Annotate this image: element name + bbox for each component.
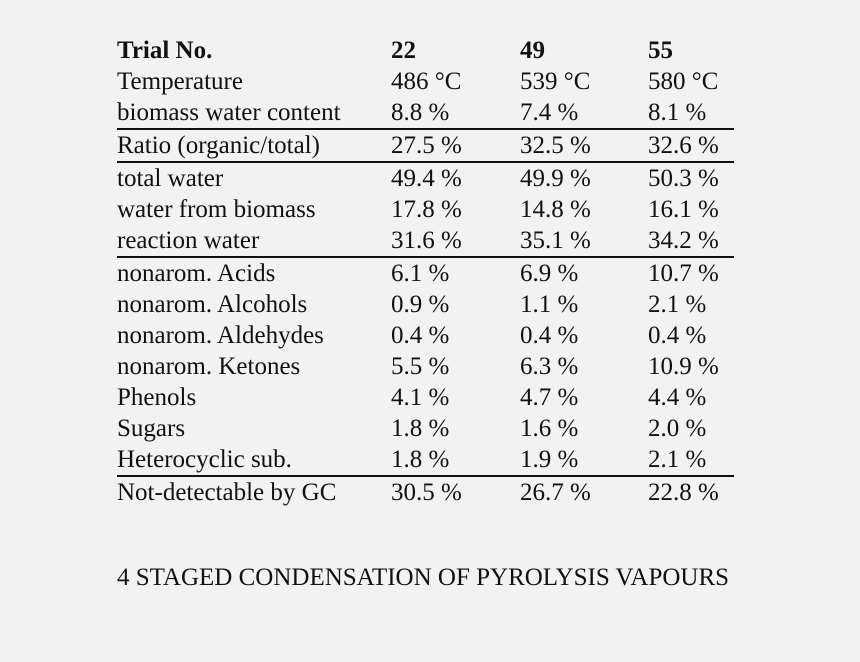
cell-value: 49.4 % bbox=[391, 165, 462, 192]
table-row: nonarom. Aldehydes 0.4 % 0.4 % 0.4 % bbox=[117, 320, 734, 351]
cell-value: 4.7 % bbox=[520, 384, 579, 411]
table-row: Heterocyclic sub. 1.8 % 1.9 % 2.1 % bbox=[117, 444, 734, 477]
cell-value: 1.9 % bbox=[520, 444, 648, 477]
cell-value: 6.3 % bbox=[520, 353, 579, 380]
results-table: Trial No. 22 49 55 Temperature 486 °C 53… bbox=[117, 35, 734, 508]
header-trial-22: 22 bbox=[391, 37, 416, 64]
header-trial-49: 49 bbox=[520, 37, 545, 64]
row-label: Heterocyclic sub. bbox=[117, 444, 391, 477]
cell-value: 1.8 % bbox=[391, 415, 450, 442]
row-label: Sugars bbox=[117, 415, 186, 442]
cell-value: 8.1 % bbox=[648, 97, 734, 130]
table-row: nonarom. Acids 6.1 % 6.9 % 10.7 % bbox=[117, 257, 734, 289]
table-row: Sugars 1.8 % 1.6 % 2.0 % bbox=[117, 413, 734, 444]
cell-value: 27.5 % bbox=[391, 129, 520, 163]
cell-value: 26.7 % bbox=[520, 479, 591, 506]
cell-value: 7.4 % bbox=[520, 97, 648, 130]
row-label: water from biomass bbox=[117, 196, 316, 223]
cell-value: 4.4 % bbox=[648, 384, 707, 411]
cell-value: 50.3 % bbox=[648, 165, 719, 192]
cell-value: 34.2 % bbox=[648, 225, 734, 258]
cell-value: 580 °C bbox=[648, 68, 719, 95]
table-header-row: Trial No. 22 49 55 bbox=[117, 35, 734, 66]
cell-value: 1.8 % bbox=[391, 444, 520, 477]
cell-value: 486 °C bbox=[391, 68, 462, 95]
row-label: reaction water bbox=[117, 225, 391, 258]
cell-value: 10.9 % bbox=[648, 353, 719, 380]
row-label: nonarom. Acids bbox=[117, 260, 276, 287]
cell-value: 5.5 % bbox=[391, 353, 450, 380]
cell-value: 49.9 % bbox=[520, 165, 591, 192]
table-row: nonarom. Alcohols 0.9 % 1.1 % 2.1 % bbox=[117, 289, 734, 320]
cell-value: 10.7 % bbox=[648, 260, 719, 287]
row-label: biomass water content bbox=[117, 97, 391, 130]
table-row: total water 49.4 % 49.9 % 50.3 % bbox=[117, 162, 734, 194]
cell-value: 1.1 % bbox=[520, 291, 579, 318]
cell-value: 35.1 % bbox=[520, 225, 648, 258]
row-label: nonarom. Aldehydes bbox=[117, 322, 324, 349]
section-heading: 4 STAGED CONDENSATION OF PYROLYSIS VAPOU… bbox=[117, 564, 730, 591]
table-row: nonarom. Ketones 5.5 % 6.3 % 10.9 % bbox=[117, 351, 734, 382]
cell-value: 32.5 % bbox=[520, 129, 648, 163]
table-row: Temperature 486 °C 539 °C 580 °C bbox=[117, 66, 734, 97]
cell-value: 0.4 % bbox=[520, 322, 579, 349]
cell-value: 0.9 % bbox=[391, 291, 450, 318]
row-label: Not-detectable by GC bbox=[117, 479, 337, 506]
cell-value: 17.8 % bbox=[391, 196, 462, 223]
cell-value: 4.1 % bbox=[391, 384, 450, 411]
header-label: Trial No. bbox=[117, 37, 213, 64]
cell-value: 22.8 % bbox=[648, 479, 719, 506]
table-row: biomass water content 8.8 % 7.4 % 8.1 % bbox=[117, 97, 734, 130]
table-row: Not-detectable by GC 30.5 % 26.7 % 22.8 … bbox=[117, 476, 734, 508]
row-label: nonarom. Alcohols bbox=[117, 291, 308, 318]
row-label: total water bbox=[117, 165, 224, 192]
row-label: Temperature bbox=[117, 68, 243, 95]
cell-value: 30.5 % bbox=[391, 479, 462, 506]
row-label: nonarom. Ketones bbox=[117, 353, 301, 380]
cell-value: 31.6 % bbox=[391, 225, 520, 258]
cell-value: 6.1 % bbox=[391, 260, 450, 287]
table-row: water from biomass 17.8 % 14.8 % 16.1 % bbox=[117, 194, 734, 225]
cell-value: 1.6 % bbox=[520, 415, 579, 442]
cell-value: 32.6 % bbox=[648, 129, 734, 163]
cell-value: 0.4 % bbox=[648, 322, 707, 349]
cell-value: 539 °C bbox=[520, 68, 591, 95]
header-trial-55: 55 bbox=[648, 37, 673, 64]
table-row: reaction water 31.6 % 35.1 % 34.2 % bbox=[117, 225, 734, 258]
row-label: Ratio (organic/total) bbox=[117, 129, 391, 163]
table-row: Ratio (organic/total) 27.5 % 32.5 % 32.6… bbox=[117, 129, 734, 163]
cell-value: 14.8 % bbox=[520, 196, 591, 223]
cell-value: 2.1 % bbox=[648, 444, 734, 477]
cell-value: 16.1 % bbox=[648, 196, 719, 223]
table-row: Phenols 4.1 % 4.7 % 4.4 % bbox=[117, 382, 734, 413]
cell-value: 2.0 % bbox=[648, 415, 707, 442]
row-label: Phenols bbox=[117, 384, 197, 411]
cell-value: 2.1 % bbox=[648, 291, 707, 318]
cell-value: 8.8 % bbox=[391, 97, 520, 130]
cell-value: 6.9 % bbox=[520, 260, 579, 287]
cell-value: 0.4 % bbox=[391, 322, 450, 349]
